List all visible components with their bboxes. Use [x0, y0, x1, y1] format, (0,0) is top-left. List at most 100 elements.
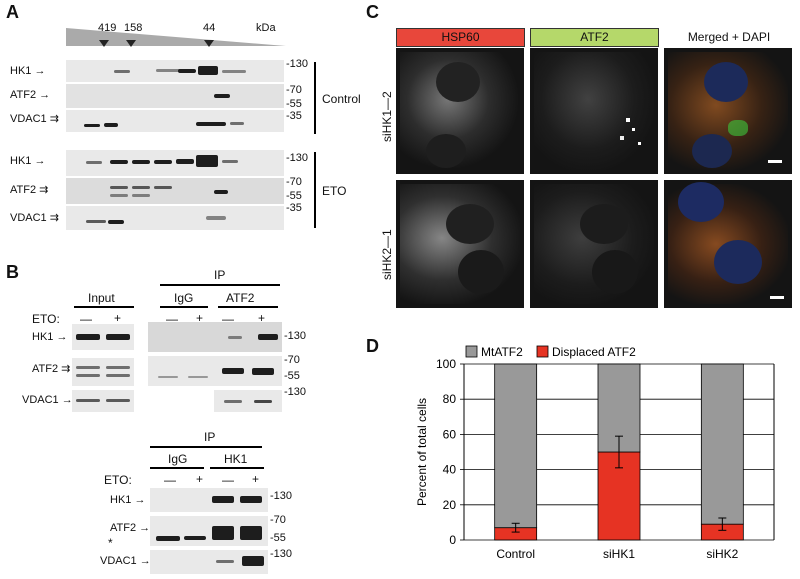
mw-b2-70: -70 [270, 514, 286, 526]
b-row-atf2: ATF2 ⇉ [32, 363, 71, 375]
mw-130-eto: -130 [286, 152, 309, 164]
blot-input-vdac1 [72, 390, 134, 412]
header-hsp60: HSP60 [396, 28, 525, 47]
header-merged: Merged + DAPI [664, 28, 794, 47]
minus-sign: — [222, 473, 234, 487]
row-label-hk1: HK1 → [10, 65, 46, 77]
row-label-sihk2: siHK2—1 [380, 229, 394, 280]
row-label-vdac1-eto: VDAC1 ⇉ [10, 212, 59, 224]
marker-arrow [99, 40, 109, 47]
scale-bar [770, 296, 784, 299]
blot-input-atf2 [72, 358, 134, 386]
mw-b-70: -70 [284, 354, 300, 366]
minus-sign: — [80, 312, 92, 326]
blot-eto-hk1 [66, 150, 284, 176]
eto2-label: ETO: [104, 473, 132, 487]
mw-35-eto: -35 [286, 202, 302, 214]
legend-swatch [536, 345, 549, 358]
x-tick-label: siHK2 [706, 547, 738, 561]
mw-b-130b: -130 [284, 386, 307, 398]
igg-underline [160, 306, 208, 308]
group-eto-label: ETO [322, 184, 347, 198]
legend-label: MtATF2 [481, 345, 523, 359]
y-tick-label: 0 [449, 533, 456, 547]
eto-label: ETO: [32, 312, 60, 326]
igg2-underline [150, 467, 204, 469]
plus-sign: + [114, 311, 122, 325]
bar-mtatf2 [700, 363, 744, 525]
row-label-hk1-eto: HK1 → [10, 155, 46, 167]
bar-mtatf2 [494, 363, 538, 529]
mw-b2-130b: -130 [270, 548, 293, 560]
plus-sign: + [258, 311, 266, 325]
atf2-header: ATF2 [226, 291, 255, 305]
input-underline [74, 306, 134, 308]
plus-sign: + [196, 472, 204, 486]
blot-ip2-atf2 [150, 516, 268, 546]
blot-eto-vdac1 [66, 206, 284, 230]
b2-row-hk1: HK1 → [110, 494, 146, 506]
marker-arrow-44 [204, 40, 214, 47]
eto-bracket [314, 152, 316, 228]
mw-70-eto: -70 [286, 176, 302, 188]
ip-underline [160, 284, 280, 286]
b-row-vdac1: VDAC1 → [22, 394, 73, 406]
x-tick-label: Control [496, 547, 535, 561]
panel-d-label: D [366, 336, 379, 356]
b-row-hk1: HK1 → [32, 331, 68, 343]
atf2-underline [218, 306, 278, 308]
plus-sign: + [196, 311, 204, 325]
panel-a-label: A [6, 2, 19, 22]
y-tick-label: 60 [443, 427, 457, 441]
row-label-sihk1: siHK1—2 [380, 91, 394, 142]
y-tick-label: 20 [443, 498, 457, 512]
image-sihk2-hsp60 [396, 180, 524, 308]
control-bracket [314, 62, 316, 134]
blot-ip-atf2 [148, 356, 282, 386]
hk1-header: HK1 [224, 452, 248, 466]
blot-control-hk1 [66, 60, 284, 82]
group-control-label: Control [322, 92, 361, 106]
blot-input-hk1 [72, 324, 134, 350]
minus-sign: — [164, 473, 176, 487]
mw-70: -70 [286, 84, 302, 96]
ip-header: IP [214, 268, 226, 282]
blot-control-atf2 [66, 84, 284, 108]
blot-ip2-hk1 [150, 488, 268, 512]
y-tick-label: 40 [443, 463, 457, 477]
header-atf2: ATF2 [530, 28, 659, 47]
scale-bar [768, 160, 782, 163]
ip2-header: IP [204, 430, 216, 444]
igg-header: IgG [174, 291, 194, 305]
mw-b2-55: -55 [270, 532, 286, 544]
kda-label: kDa [256, 22, 276, 34]
mw-b-130: -130 [284, 330, 307, 342]
blot-ip2-vdac1 [150, 550, 268, 574]
blot-ip-vdac1 [214, 390, 282, 412]
mw-130: -130 [286, 58, 309, 70]
ip2-underline [150, 446, 262, 448]
blot-eto-atf2 [66, 178, 284, 204]
hk1-underline [210, 467, 264, 469]
asterisk: * [108, 536, 113, 550]
row-label-atf2-eto: ATF2 ⇉ [10, 184, 49, 196]
image-sihk1-hsp60 [396, 48, 524, 174]
input-header: Input [88, 291, 115, 305]
panel-c-label: C [366, 2, 379, 22]
b2-row-vdac1: VDAC1 → [100, 555, 151, 567]
y-tick-label: 80 [443, 392, 457, 406]
image-sihk2-merged [664, 180, 792, 308]
image-sihk1-atf2 [530, 48, 658, 174]
image-sihk1-merged [664, 48, 792, 174]
igg2-header: IgG [168, 452, 188, 466]
image-sihk2-atf2 [530, 180, 658, 308]
mw-55-eto: -55 [286, 190, 302, 202]
plus-sign: + [252, 472, 260, 486]
mw-35: -35 [286, 110, 302, 122]
gradient-wedge [66, 28, 286, 47]
y-tick-label: 100 [436, 357, 456, 371]
blot-control-vdac1 [66, 110, 284, 132]
b2-row-atf2: ATF2 → [110, 522, 151, 534]
blot-ip-hk1 [148, 322, 282, 352]
marker-arrow [126, 40, 136, 47]
